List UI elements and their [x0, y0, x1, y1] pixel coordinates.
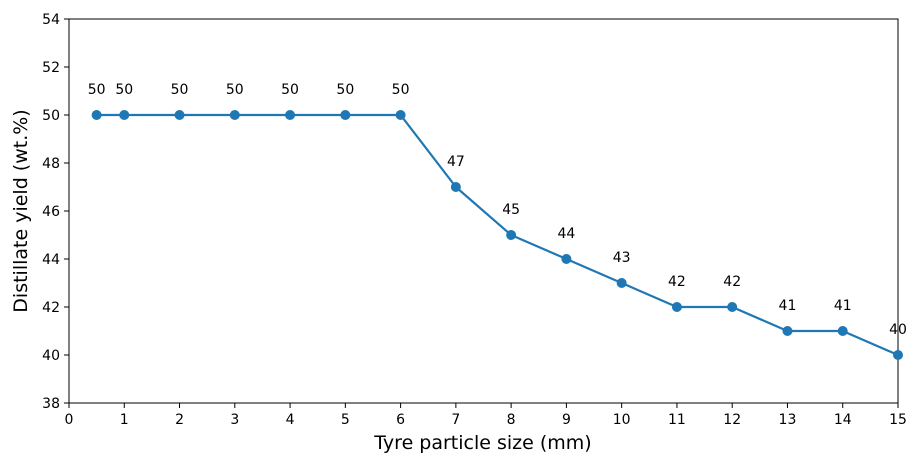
y-tick-label: 46	[42, 204, 60, 220]
x-tick-label: 4	[286, 412, 295, 428]
x-tick-label: 10	[613, 412, 631, 428]
data-label: 41	[779, 298, 797, 314]
x-tick-label: 14	[834, 412, 852, 428]
data-point	[450, 182, 461, 192]
x-tick-label: 1	[120, 412, 129, 428]
data-point	[561, 254, 572, 264]
data-point	[119, 110, 130, 120]
x-tick-label: 2	[175, 412, 184, 428]
data-label: 41	[834, 298, 852, 314]
data-point	[506, 230, 517, 240]
data-label: 42	[668, 274, 686, 290]
data-point	[395, 110, 406, 120]
data-label: 47	[447, 154, 465, 170]
x-tick-label: 11	[668, 412, 686, 428]
data-label: 44	[557, 226, 575, 242]
y-tick-label: 54	[42, 12, 60, 28]
y-axis-title: Distillate yield (wt.%)	[10, 109, 32, 312]
y-tick-label: 48	[42, 156, 60, 172]
data-label: 50	[281, 82, 299, 98]
data-point	[285, 110, 296, 120]
data-label: 42	[723, 274, 741, 290]
y-tick-label: 42	[42, 300, 60, 316]
x-tick-label: 6	[396, 412, 405, 428]
y-tick-label: 52	[42, 60, 60, 76]
x-tick-label: 5	[341, 412, 350, 428]
data-label: 50	[392, 82, 410, 98]
data-label: 45	[502, 202, 520, 218]
series-line	[96, 113, 899, 357]
data-point	[616, 278, 627, 288]
x-tick-label: 8	[507, 412, 516, 428]
y-axis-ticks: 38 40 42 44 46 48 50 52 54	[42, 12, 69, 412]
y-tick-label: 50	[42, 108, 60, 124]
x-tick-label: 0	[65, 412, 74, 428]
data-label: 50	[171, 82, 189, 98]
x-tick-label: 9	[562, 412, 571, 428]
data-label: 50	[88, 82, 106, 98]
x-axis-title: Tyre particle size (mm)	[373, 432, 591, 454]
y-tick-label: 38	[42, 396, 60, 412]
data-label: 50	[226, 82, 244, 98]
x-tick-label: 3	[230, 412, 239, 428]
x-axis-ticks: 0 1 2 3 4 5 6 7 8 9 10 11 12 13 14 15	[65, 403, 907, 428]
data-point	[174, 110, 185, 120]
data-label: 43	[613, 250, 631, 266]
data-point	[782, 326, 793, 336]
x-tick-label: 15	[889, 412, 907, 428]
data-labels-layer: 50 50 50 50 50 50 50 47 45 44 43 42 42 41 41 40	[88, 82, 907, 338]
data-point	[340, 110, 351, 120]
y-tick-label: 40	[42, 348, 60, 364]
x-tick-label: 7	[451, 412, 460, 428]
x-tick-label: 13	[779, 412, 797, 428]
data-point	[229, 110, 240, 120]
data-label: 50	[336, 82, 354, 98]
x-tick-label: 12	[723, 412, 741, 428]
series-layer	[91, 110, 903, 360]
data-point	[893, 350, 903, 360]
data-point	[91, 110, 102, 120]
data-label: 50	[115, 82, 133, 98]
data-label: 40	[889, 322, 907, 338]
data-point	[727, 302, 738, 312]
data-point	[837, 326, 848, 336]
data-point	[671, 302, 682, 312]
y-tick-label: 44	[42, 252, 60, 268]
